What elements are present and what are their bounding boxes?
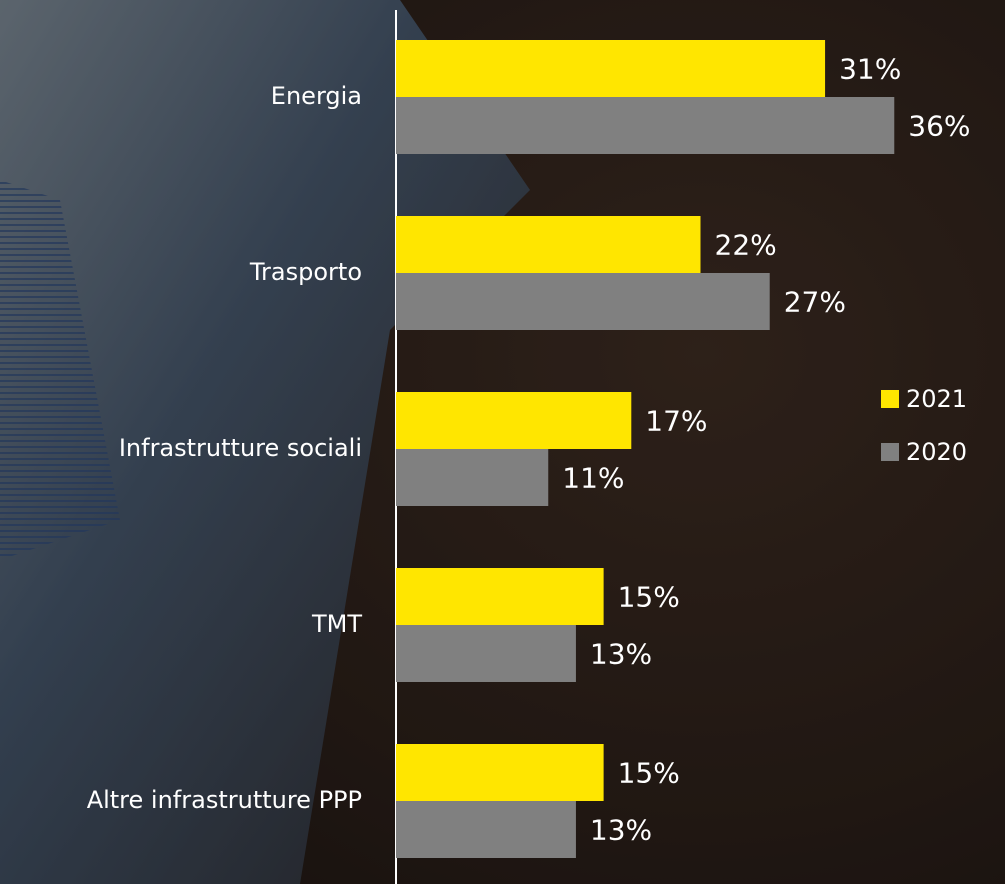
category-label: Altre infrastrutture PPP — [87, 786, 362, 814]
value-label: 17% — [645, 405, 707, 438]
legend-label: 2020 — [906, 438, 967, 466]
value-label: 15% — [618, 757, 680, 790]
bar — [396, 97, 895, 154]
bar — [396, 568, 604, 625]
legend-label: 2021 — [906, 385, 967, 413]
category-label: Trasporto — [249, 258, 362, 286]
legend-swatch — [881, 443, 899, 461]
category-label: Energia — [271, 82, 362, 110]
value-label: 36% — [908, 110, 970, 143]
value-label: 27% — [784, 286, 846, 319]
category-label: TMT — [311, 610, 362, 638]
bar — [396, 625, 576, 682]
bar — [396, 801, 576, 858]
category-label: Infrastrutture sociali — [119, 434, 362, 462]
background-banknote-pattern — [0, 180, 120, 560]
bar — [396, 449, 549, 506]
value-label: 13% — [590, 814, 652, 847]
bar — [396, 40, 826, 97]
bar — [396, 216, 701, 273]
value-label: 22% — [715, 229, 777, 262]
bar — [396, 744, 604, 801]
legend-swatch — [881, 390, 899, 408]
bar — [396, 392, 632, 449]
value-label: 15% — [618, 581, 680, 614]
value-label: 31% — [839, 53, 901, 86]
value-label: 13% — [590, 638, 652, 671]
bar — [396, 273, 770, 330]
value-label: 11% — [562, 462, 624, 495]
